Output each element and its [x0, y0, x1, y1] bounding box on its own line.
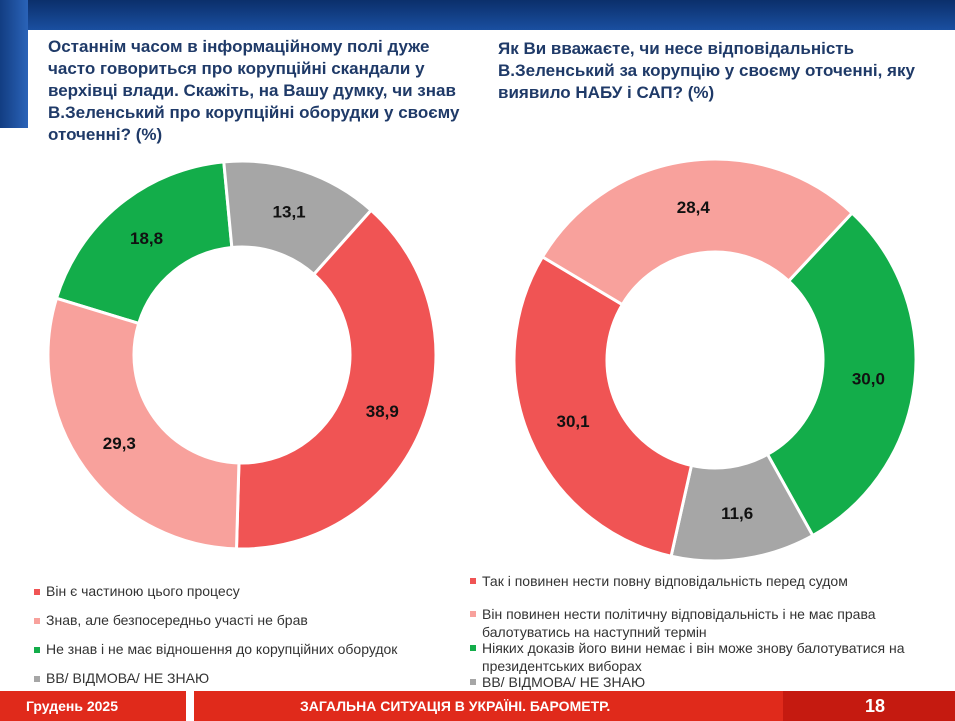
left-legend-item: ВВ/ ВІДМОВА/ НЕ ЗНАЮ	[34, 669, 209, 687]
right-legend-item: Він повинен нести політичну відповідальн…	[470, 605, 952, 641]
chart-left-title: Останнім часом в інформаційному полі дуж…	[48, 37, 460, 144]
right-legend-swatch	[470, 679, 476, 685]
right-value-label-3: 11,6	[721, 504, 753, 523]
left-slice-0	[234, 208, 438, 551]
right-slice-0	[512, 254, 694, 558]
left-legend-item: Він є частиною цього процесу	[34, 582, 240, 600]
right-legend-item: ВВ/ ВІДМОВА/ НЕ ЗНАЮ	[470, 673, 952, 691]
page-number: 18	[864, 696, 885, 716]
left-legend-item: Не знав і не має відношення до корупційн…	[34, 640, 397, 658]
right-value-label-1: 28,4	[677, 198, 711, 217]
right-legend-item: Так і повинен нести повну відповідальніс…	[470, 572, 952, 590]
left-value-label-1: 29,3	[103, 434, 136, 453]
left-legend-swatch	[34, 618, 40, 625]
right-legend-swatch	[470, 645, 476, 651]
right-legend-swatch	[470, 611, 476, 617]
footer-bar: Грудень 2025 ЗАГАЛЬНА СИТУАЦІЯ В УКРАЇНІ…	[0, 691, 955, 721]
footer-page-box: 18	[783, 691, 955, 721]
left-legend-label: Не знав і не має відношення до корупційн…	[46, 641, 398, 657]
left-value-label-0: 38,9	[366, 402, 399, 421]
right-legend-swatch	[470, 578, 476, 584]
right-legend-label: Ніяких доказів його вини немає і він мож…	[482, 640, 905, 674]
left-legend-label: Знав, але безпосередньо участі не брав	[46, 612, 308, 628]
left-legend-item: Знав, але безпосередньо участі не брав	[34, 611, 308, 629]
right-slice-1	[540, 157, 855, 307]
right-legend-item: Ніяких доказів його вини немає і він мож…	[470, 639, 952, 675]
left-value-label-2: 18,8	[130, 229, 163, 248]
right-legend-label: Він повинен нести політичну відповідальн…	[482, 606, 876, 640]
footer-title: ЗАГАЛЬНА СИТУАЦІЯ В УКРАЇНІ. БАРОМЕТР.	[300, 698, 611, 714]
left-legend-label: ВВ/ ВІДМОВА/ НЕ ЗНАЮ	[46, 670, 210, 686]
right-value-label-2: 30,0	[852, 370, 885, 389]
chart-right-title: Як Ви вважаєте, чи несе відповідальність…	[498, 39, 915, 102]
left-legend-swatch	[34, 647, 40, 654]
left-slice-2	[54, 160, 234, 326]
left-slice-1	[46, 296, 241, 551]
right-legend-label: ВВ/ ВІДМОВА/ НЕ ЗНАЮ	[482, 674, 646, 690]
right-slice-2	[765, 210, 918, 538]
left-legend-swatch	[34, 676, 40, 683]
left-value-label-3: 13,1	[273, 203, 306, 222]
left-legend-label: Він є частиною цього процесу	[46, 583, 240, 599]
right-value-label-0: 30,1	[557, 412, 590, 431]
header-band	[0, 0, 955, 30]
left-legend-swatch	[34, 589, 40, 596]
right-legend-label: Так і повинен нести повну відповідальніс…	[482, 573, 848, 589]
donut-charts: 18,8 13,1 38,9 29,3 30,0 11,6 30,1 28,4	[46, 157, 918, 563]
footer-divider	[186, 691, 194, 721]
footer-date: Грудень 2025	[26, 698, 118, 714]
left-accent-bar	[0, 0, 28, 128]
